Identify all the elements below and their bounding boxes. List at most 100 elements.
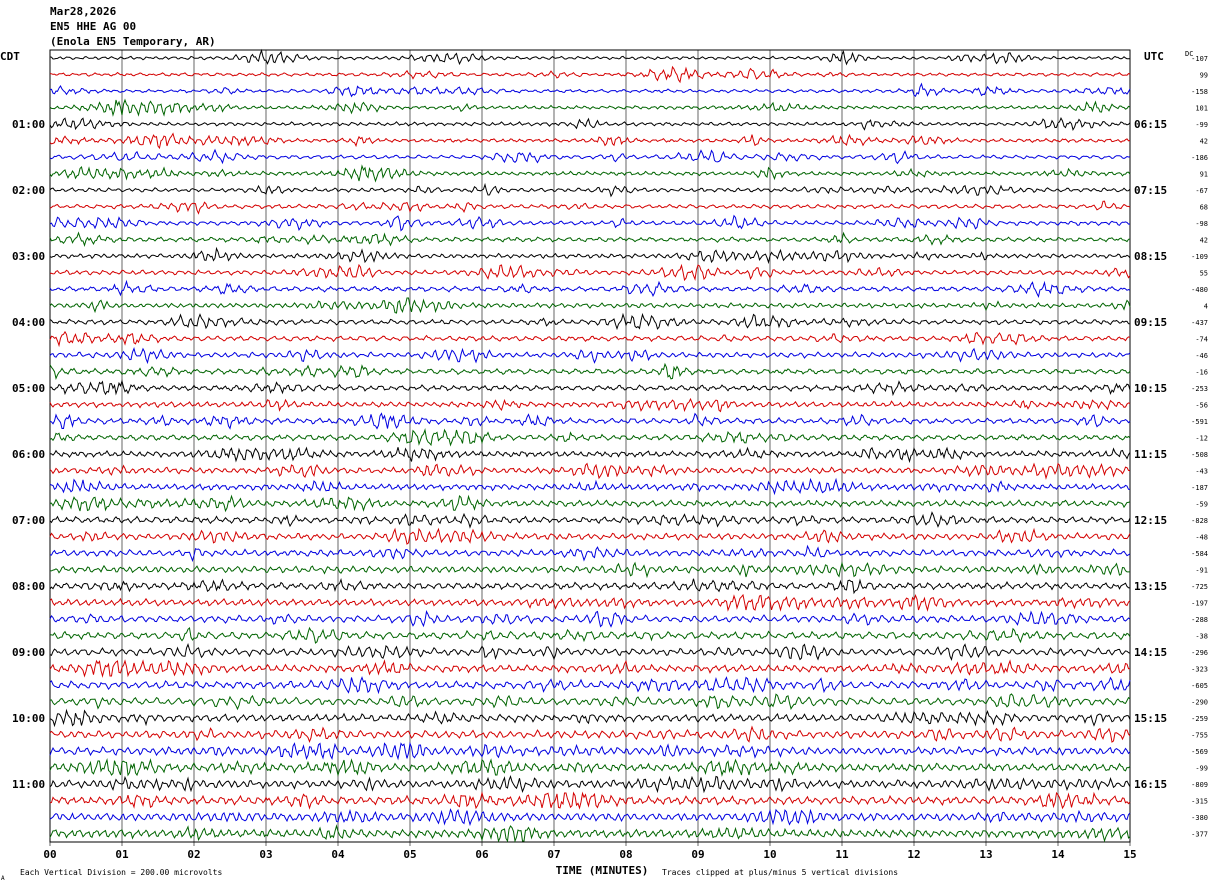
- trace-row: [49, 477, 1131, 496]
- dc-offset-label: -437: [1191, 319, 1208, 327]
- trace-row: [49, 200, 1131, 215]
- x-tick-label: 02: [187, 848, 200, 861]
- right-time-label: 10:15: [1134, 382, 1167, 395]
- trace-row: [49, 626, 1131, 644]
- trace-row: [49, 593, 1131, 612]
- right-time-label: 11:15: [1134, 448, 1167, 461]
- dc-offset-label: -67: [1195, 187, 1208, 195]
- dc-offset-label: 55: [1200, 270, 1208, 278]
- x-tick-label: 03: [259, 848, 272, 861]
- trace-row: [49, 725, 1131, 744]
- x-tick-label: 12: [907, 848, 920, 861]
- x-tick-label: 10: [763, 848, 776, 861]
- trace-row: [49, 279, 1131, 298]
- dc-offset-label: -43: [1195, 468, 1208, 476]
- trace-row: [49, 362, 1131, 381]
- right-timezone-label: UTC: [1144, 50, 1164, 63]
- trace-row: [49, 824, 1131, 843]
- channel-label: EN5 HHE AG 00: [50, 20, 137, 33]
- corner-mark: A: [1, 875, 5, 882]
- trace-row: [49, 791, 1131, 810]
- trace-row: [49, 693, 1131, 711]
- right-time-label: 08:15: [1134, 250, 1167, 263]
- trace-row: [49, 741, 1131, 761]
- dc-offset-label: 91: [1200, 171, 1208, 179]
- dc-offset-label: -16: [1195, 369, 1208, 377]
- dc-offset-label: -377: [1191, 831, 1208, 839]
- trace-row: [49, 659, 1131, 678]
- dc-offset-label: -315: [1191, 798, 1208, 806]
- dc-offset-label: -59: [1195, 501, 1208, 509]
- trace-row: [49, 246, 1131, 265]
- dc-offset-label: -56: [1195, 402, 1208, 410]
- clip-note: Traces clipped at plus/minus 5 vertical …: [662, 868, 898, 877]
- trace-row: [49, 263, 1131, 282]
- trace-row: [49, 48, 1131, 66]
- left-time-label: 05:00: [12, 382, 45, 395]
- dc-offset-label: -259: [1191, 715, 1208, 723]
- x-tick-label: 11: [835, 848, 849, 861]
- dc-offset-label: 99: [1200, 72, 1208, 80]
- trace-row: [49, 774, 1131, 794]
- x-tick-label: 09: [691, 848, 704, 861]
- right-time-label: 16:15: [1134, 778, 1167, 791]
- plot-date: Mar28,2026: [50, 5, 117, 18]
- right-time-label: 07:15: [1134, 184, 1167, 197]
- trace-row: [49, 446, 1131, 464]
- dc-offset-label: -480: [1191, 286, 1208, 294]
- left-time-label: 02:00: [12, 184, 45, 197]
- x-tick-label: 13: [979, 848, 992, 861]
- trace-row: [49, 182, 1131, 198]
- x-tick-label: 07: [547, 848, 560, 861]
- trace-row: [49, 609, 1131, 628]
- dc-offset-label: 101: [1195, 105, 1208, 113]
- trace-row: [49, 544, 1131, 563]
- dc-offset-label: -508: [1191, 451, 1208, 459]
- left-time-label: 03:00: [12, 250, 45, 263]
- left-time-label: 06:00: [12, 448, 45, 461]
- dc-offset-label: -187: [1191, 484, 1208, 492]
- trace-row: [49, 148, 1131, 165]
- dc-offset-label: -109: [1191, 253, 1208, 261]
- dc-offset-label: -107: [1191, 55, 1208, 63]
- right-time-label: 09:15: [1134, 316, 1167, 329]
- dc-offset-label: -253: [1191, 385, 1208, 393]
- dc-offset-label: -186: [1191, 154, 1208, 162]
- trace-row: [49, 379, 1131, 397]
- x-tick-label: 15: [1123, 848, 1136, 861]
- dc-offset-label: -48: [1195, 534, 1208, 542]
- x-tick-label: 08: [619, 848, 632, 861]
- dc-offset-label: -605: [1191, 682, 1208, 690]
- dc-offset-label: -99: [1195, 765, 1208, 773]
- trace-row: [49, 132, 1131, 150]
- trace-row: [49, 494, 1131, 513]
- trace-row: [49, 676, 1131, 695]
- x-tick-label: 14: [1051, 848, 1065, 861]
- dc-offset-label: 4: [1204, 303, 1208, 311]
- left-timezone-label: CDT: [0, 50, 20, 63]
- trace-row: [49, 428, 1131, 447]
- trace-row: [49, 708, 1131, 728]
- dc-offset-label: 68: [1200, 204, 1208, 212]
- dc-offset-label: 42: [1200, 138, 1208, 146]
- trace-row: [49, 82, 1131, 98]
- trace-row: [49, 808, 1131, 827]
- trace-row: [49, 578, 1131, 595]
- trace-row: [49, 511, 1131, 529]
- dc-offset-label: -98: [1195, 220, 1208, 228]
- scale-note: Each Vertical Division = 200.00 microvol…: [20, 868, 222, 877]
- dc-offset-label: -46: [1195, 352, 1208, 360]
- dc-offset-label: 42: [1200, 237, 1208, 245]
- trace-row: [49, 347, 1131, 365]
- dc-offset-label: -591: [1191, 418, 1208, 426]
- dc-offset-label: -99: [1195, 121, 1208, 129]
- dc-offset-label: -91: [1195, 567, 1208, 575]
- x-tick-label: 06: [475, 848, 489, 861]
- right-time-label: 14:15: [1134, 646, 1167, 659]
- plot-frame: [49, 49, 1131, 843]
- trace-row: [49, 397, 1131, 413]
- dc-column-label: DC: [1185, 50, 1193, 58]
- left-time-label: 01:00: [12, 118, 45, 131]
- x-axis-title: TIME (MINUTES): [556, 864, 649, 877]
- dc-offset-label: -809: [1191, 781, 1208, 789]
